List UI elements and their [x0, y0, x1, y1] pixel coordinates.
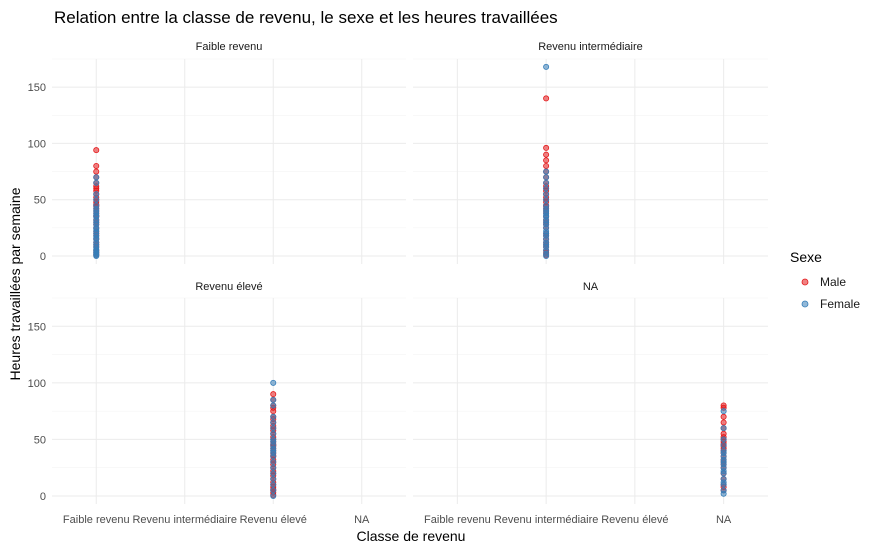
data-point-male [270, 391, 277, 398]
facet-panel: Faible revenu 0 50 100 150 [28, 41, 406, 264]
data-point-male [93, 162, 100, 169]
x-tick-label: NA [716, 514, 732, 526]
data-point-female [270, 419, 277, 426]
y-tick-label: 100 [28, 138, 46, 150]
data-point-male [93, 168, 100, 175]
data-point-female [270, 459, 277, 466]
facet-strip-label: Revenu intermédiaire [538, 41, 643, 53]
x-tick-label: Revenu élevé [601, 514, 668, 526]
data-point-male [543, 157, 550, 164]
y-tick-label: 0 [40, 491, 46, 503]
data-point-female [270, 379, 277, 386]
data-point-female [720, 436, 727, 443]
data-point-female [720, 408, 727, 415]
data-point-male [543, 151, 550, 158]
data-point-female [93, 191, 100, 198]
data-point-female [93, 179, 100, 186]
data-point-female [543, 252, 550, 259]
data-point-female [270, 402, 277, 409]
legend-title: Sexe [790, 249, 822, 265]
data-point-female [543, 174, 550, 181]
data-point-female [270, 430, 277, 437]
y-tick-label: 100 [28, 378, 46, 390]
y-tick-label: 50 [34, 195, 46, 207]
data-point-female [270, 487, 277, 494]
data-point-female [93, 174, 100, 181]
y-tick-label: 0 [40, 251, 46, 263]
y-axis-title: Heures travaillées par semaine [7, 187, 23, 380]
data-point-female [720, 481, 727, 488]
legend-label-female: Female [820, 297, 860, 311]
legend-key-female [801, 300, 809, 308]
data-point-female [270, 396, 277, 403]
data-point-female [720, 425, 727, 432]
data-point-male [543, 95, 550, 102]
facet-strip-label: Faible revenu [196, 41, 263, 53]
data-point-female [720, 470, 727, 477]
y-tick-label: 150 [28, 82, 46, 94]
x-tick-label: NA [354, 514, 370, 526]
x-tick-label: Faible revenu [424, 514, 491, 526]
data-point-female [270, 476, 277, 483]
data-point-female [270, 425, 277, 432]
data-point-female [543, 63, 550, 70]
data-point-female [543, 191, 550, 198]
data-point-female [270, 470, 277, 477]
data-point-male [93, 147, 100, 154]
data-point-female [93, 252, 100, 259]
data-point-female [720, 442, 727, 449]
facet-panels: Faible revenu 0 50 100 150 Revenu intermédiai… [28, 41, 768, 526]
data-point-male [720, 419, 727, 426]
x-tick-label: Revenu intermédiaire [494, 514, 599, 526]
y-tick-label: 50 [34, 434, 46, 446]
facet-panel: Revenu intermédiaire [413, 41, 768, 264]
data-point-female [543, 168, 550, 175]
data-point-female [270, 481, 277, 488]
x-tick-label: Faible revenu [63, 514, 130, 526]
data-point-female [270, 464, 277, 471]
data-point-female [270, 453, 277, 460]
chart-title: Relation entre la classe de revenu, le s… [54, 8, 558, 27]
data-point-female [93, 196, 100, 203]
x-axis-title: Classe de revenu [357, 528, 466, 544]
data-point-female [270, 492, 277, 499]
data-point-female [543, 196, 550, 203]
legend-label-male: Male [820, 275, 846, 289]
data-point-female [720, 490, 727, 497]
legend-key-male [801, 278, 809, 286]
y-tick-label: 150 [28, 321, 46, 333]
legend: Sexe Male Female [790, 249, 860, 311]
data-point-male [543, 162, 550, 169]
x-tick-label: Revenu intermédiaire [132, 514, 237, 526]
data-point-female [543, 179, 550, 186]
facet-panel: NA Faible revenu Revenu intermédiaire Reven… [413, 281, 768, 526]
facet-strip-label: Revenu élevé [195, 281, 262, 293]
data-point-female [270, 413, 277, 420]
data-point-female [543, 185, 550, 192]
data-point-male [270, 408, 277, 415]
data-point-male [720, 413, 727, 420]
x-tick-label: Revenu élevé [240, 514, 307, 526]
data-point-male [543, 144, 550, 151]
facet-strip-label: NA [583, 281, 599, 293]
